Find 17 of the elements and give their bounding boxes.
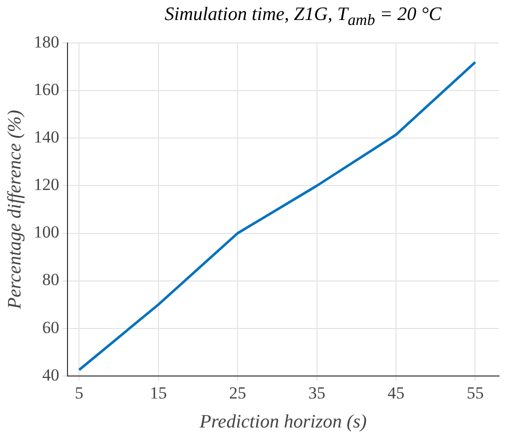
y-tick-label: 60	[42, 318, 60, 337]
y-tick-label: 40	[42, 365, 60, 384]
y-tick-label: 160	[34, 80, 60, 100]
x-tick-label: 25	[229, 383, 246, 402]
x-axis-title: Prediction horizon (s)	[198, 412, 367, 433]
y-tick-label: 100	[34, 222, 60, 242]
y-axis-title: Percentage difference (%)	[4, 110, 26, 310]
y-tick-label: 140	[34, 128, 60, 147]
x-tick-label: 15	[150, 383, 167, 402]
y-tick-label: 180	[34, 32, 60, 52]
x-tick-label: 45	[388, 383, 405, 402]
y-tick-label: 80	[42, 270, 60, 290]
x-tick-label: 55	[466, 383, 484, 402]
y-tick-label: 120	[34, 175, 60, 194]
x-tick-label: 5	[74, 383, 84, 402]
x-tick-label: 35	[308, 383, 326, 402]
chart-title: Simulation time, Z1G, T$_{amb}$ = 20 °C	[164, 4, 442, 30]
